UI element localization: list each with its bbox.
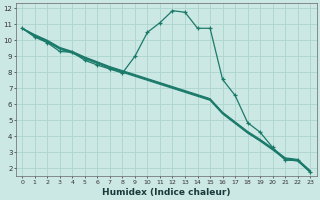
X-axis label: Humidex (Indice chaleur): Humidex (Indice chaleur) <box>102 188 230 197</box>
